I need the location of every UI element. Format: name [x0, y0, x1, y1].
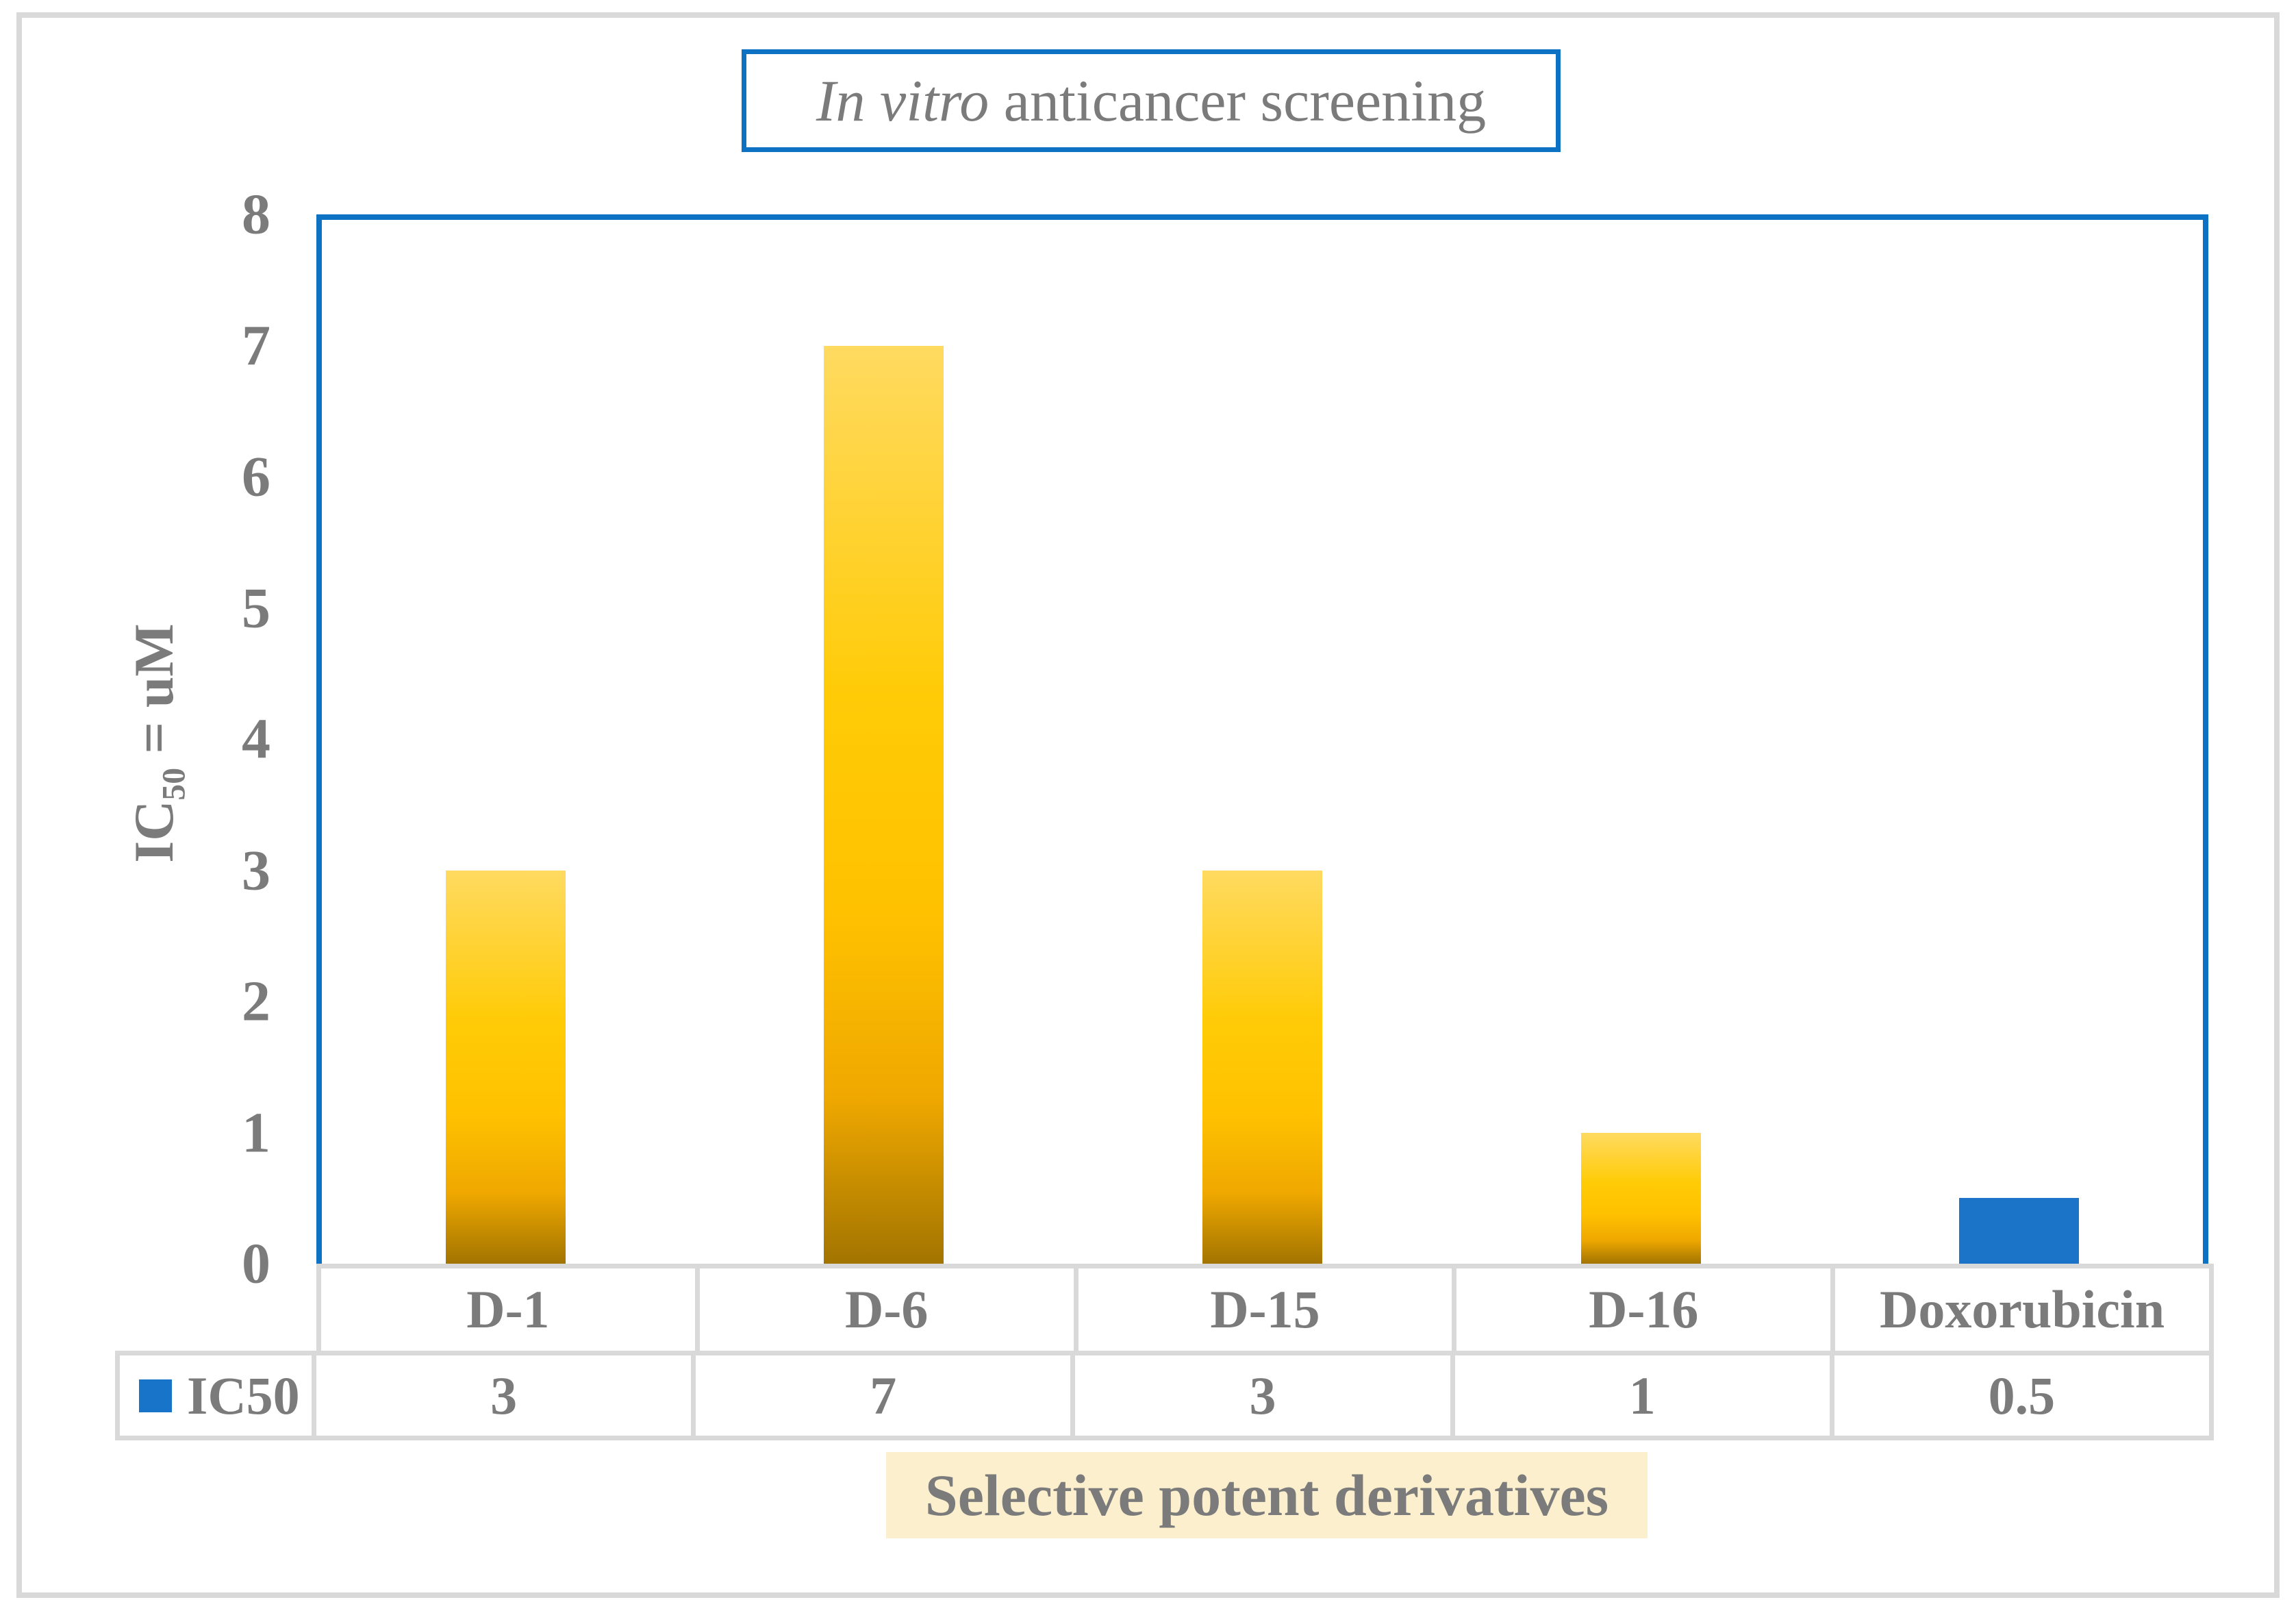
- bar-d-16: [1580, 1132, 1701, 1264]
- value-cell-d-15: 3: [1075, 1355, 1455, 1436]
- y-tick-label: 1: [242, 1101, 270, 1164]
- y-tick-label: 7: [242, 314, 270, 377]
- data-table-value-row: IC50 3 7 3 1 0.5: [115, 1351, 2215, 1440]
- category-cell-d-16: D-16: [1456, 1268, 1836, 1351]
- data-table-category-row: D-1 D-6 D-15 D-16 Doxorubicin: [316, 1264, 2214, 1351]
- bar-doxorubicin: [1959, 1198, 2080, 1264]
- bars-layer: [316, 214, 2208, 1264]
- value-cell-d-16: 1: [1455, 1355, 1834, 1436]
- bar-d-6: [824, 345, 944, 1264]
- y-tick-label: 4: [242, 707, 270, 771]
- legend-color-swatch-icon: [139, 1379, 172, 1412]
- y-tick-label: 3: [242, 838, 270, 902]
- y-tick-label: 5: [242, 576, 270, 640]
- x-axis-label-text: Selective potent derivatives: [924, 1462, 1609, 1528]
- chart-title-italic-part: In vitro: [816, 68, 989, 134]
- bar-d-1: [445, 870, 566, 1264]
- category-cell-d-1: D-1: [316, 1268, 700, 1351]
- y-axis-tick-labels: 0 1 2 3 4 5 6 7 8: [0, 0, 270, 1613]
- y-tick-label: 0: [242, 1231, 270, 1296]
- figure-outer-border: [16, 12, 2280, 1598]
- category-cell-d-6: D-6: [700, 1268, 1078, 1351]
- value-cell-d-6: 7: [696, 1355, 1076, 1436]
- chart-title: In vitro anticancer screening: [742, 49, 1561, 152]
- y-tick-label: 2: [242, 969, 270, 1034]
- bar-d-15: [1202, 870, 1322, 1264]
- legend-series-label: IC50: [187, 1365, 300, 1425]
- legend-cell: IC50: [115, 1355, 316, 1436]
- category-cell-d-15: D-15: [1078, 1268, 1457, 1351]
- x-axis-label: Selective potent derivatives: [886, 1452, 1648, 1538]
- value-cell-doxorubicin: 0.5: [1834, 1355, 2215, 1436]
- y-tick-label: 8: [242, 182, 270, 247]
- category-cell-doxorubicin: Doxorubicin: [1835, 1268, 2214, 1351]
- chart-title-rest-part: anticancer screening: [989, 68, 1487, 134]
- y-tick-label: 6: [242, 445, 270, 509]
- value-cell-d-1: 3: [316, 1355, 696, 1436]
